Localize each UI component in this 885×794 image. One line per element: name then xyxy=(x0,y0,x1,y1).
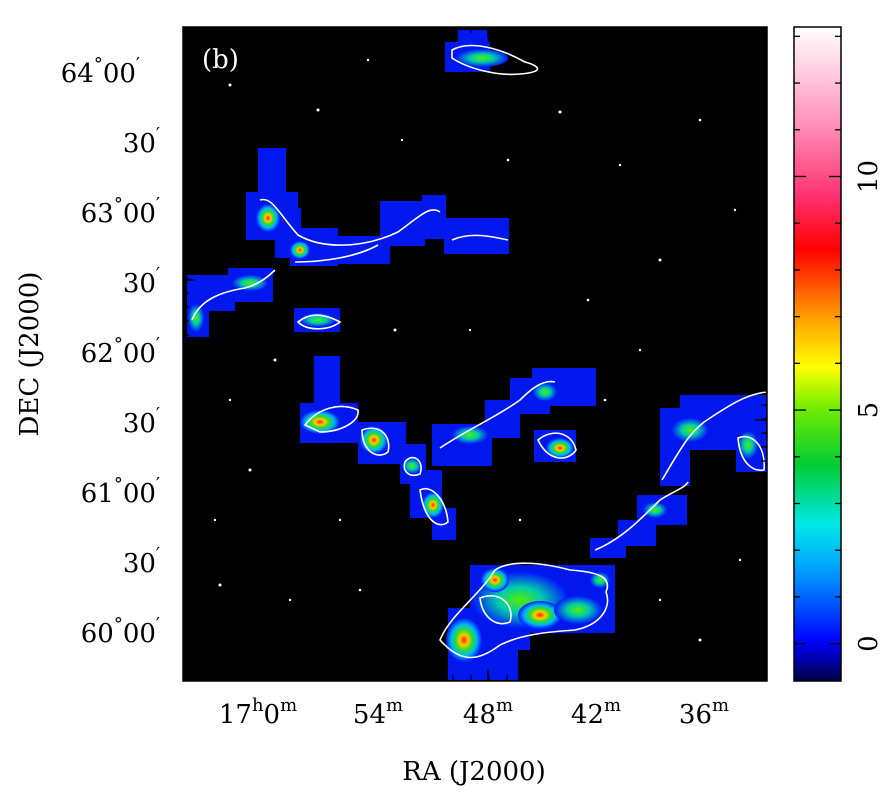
y-tick-label: 30′ xyxy=(123,404,160,439)
y-tick-labels: 64°00′ 30′ 63°00′ 30′ 62°00′ 30′ 61°00′ … xyxy=(61,54,160,649)
y-tick-label: 30′ xyxy=(123,264,160,299)
panel-label: (b) xyxy=(202,45,239,75)
svg-text:30′: 30′ xyxy=(123,124,160,159)
svg-text:63°00′: 63°00′ xyxy=(81,194,160,229)
x-tick-label: 48m xyxy=(463,695,513,730)
colorbar-gradient xyxy=(794,27,841,681)
svg-text:60°00′: 60°00′ xyxy=(81,614,160,649)
y-tick-label: 60°00′ xyxy=(81,614,160,649)
svg-text:30′: 30′ xyxy=(123,264,160,299)
x-tick-label: 36m xyxy=(679,695,729,730)
colorbar-tick-label: 5 xyxy=(854,402,884,419)
y-axis-title: DEC (J2000) xyxy=(15,272,45,437)
y-tick-label: 64°00′ xyxy=(61,54,140,89)
colorbar-tick-labels: 0 5 10 xyxy=(854,160,884,652)
axis-ticks xyxy=(183,27,767,681)
colorbar-frame xyxy=(793,26,842,682)
svg-text:30′: 30′ xyxy=(123,404,160,439)
x-tick-label: 17h0m xyxy=(219,695,297,730)
svg-text:64°00′: 64°00′ xyxy=(61,54,140,89)
colorbar-tick-label: 0 xyxy=(854,635,884,652)
y-tick-label: 30′ xyxy=(123,124,160,159)
svg-text:30′: 30′ xyxy=(123,544,160,579)
y-tick-label: 62°00′ xyxy=(81,334,160,369)
svg-text:62°00′: 62°00′ xyxy=(81,334,160,369)
y-tick-label: 63°00′ xyxy=(81,194,160,229)
colorbar-tick-label: 10 xyxy=(854,160,884,193)
x-tick-labels: 17h0m 54m 48m 42m 36m xyxy=(219,695,729,730)
x-axis-title: RA (J2000) xyxy=(402,757,546,787)
x-tick-label: 54m xyxy=(353,695,403,730)
colorbar-ticks xyxy=(794,35,841,645)
plot-frame xyxy=(182,26,768,682)
x-tick-label: 42m xyxy=(571,695,621,730)
intensity-map xyxy=(187,30,767,680)
y-tick-label: 61°00′ xyxy=(81,474,160,509)
colorbar: 0 5 10 xyxy=(793,26,884,682)
svg-text:61°00′: 61°00′ xyxy=(81,474,160,509)
y-tick-label: 30′ xyxy=(123,544,160,579)
